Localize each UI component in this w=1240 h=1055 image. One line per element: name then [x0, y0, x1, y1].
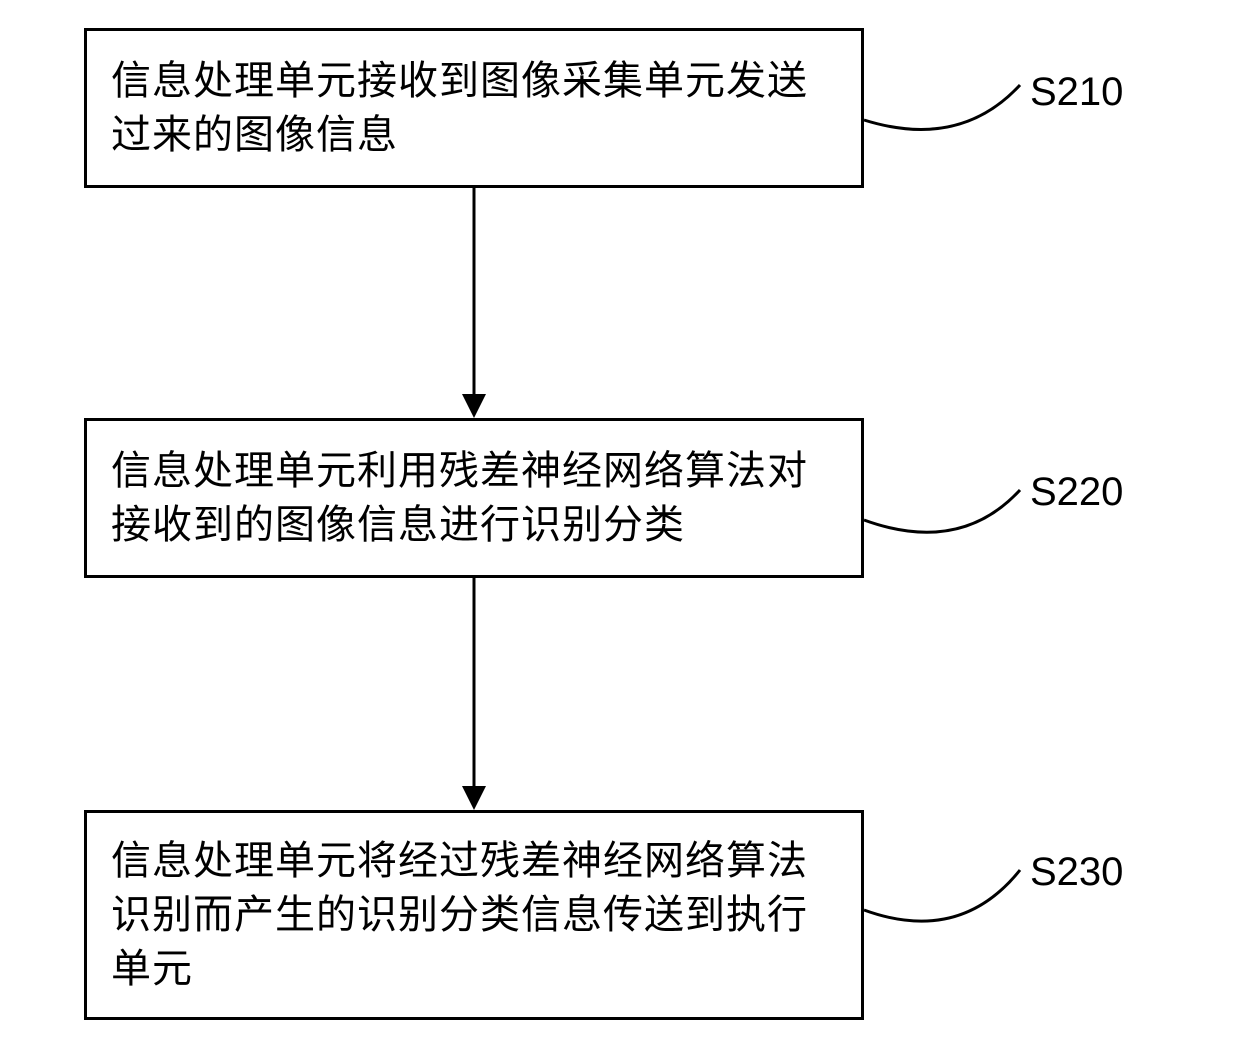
- flowchart-node-s210: 信息处理单元接收到图像采集单元发送过来的图像信息: [84, 28, 864, 188]
- node-text: 信息处理单元接收到图像采集单元发送过来的图像信息: [111, 54, 837, 162]
- flowchart-node-s220: 信息处理单元利用残差神经网络算法对接收到的图像信息进行识别分类: [84, 418, 864, 578]
- node-text: 信息处理单元利用残差神经网络算法对接收到的图像信息进行识别分类: [111, 444, 837, 552]
- flowchart-node-s230: 信息处理单元将经过残差神经网络算法识别而产生的识别分类信息传送到执行单元: [84, 810, 864, 1020]
- node-label-s220: S220: [1030, 470, 1123, 515]
- node-label-s230: S230: [1030, 850, 1123, 895]
- flowchart-container: 信息处理单元接收到图像采集单元发送过来的图像信息 S210 信息处理单元利用残差…: [0, 0, 1240, 1055]
- node-text: 信息处理单元将经过残差神经网络算法识别而产生的识别分类信息传送到执行单元: [111, 834, 837, 996]
- node-label-s210: S210: [1030, 70, 1123, 115]
